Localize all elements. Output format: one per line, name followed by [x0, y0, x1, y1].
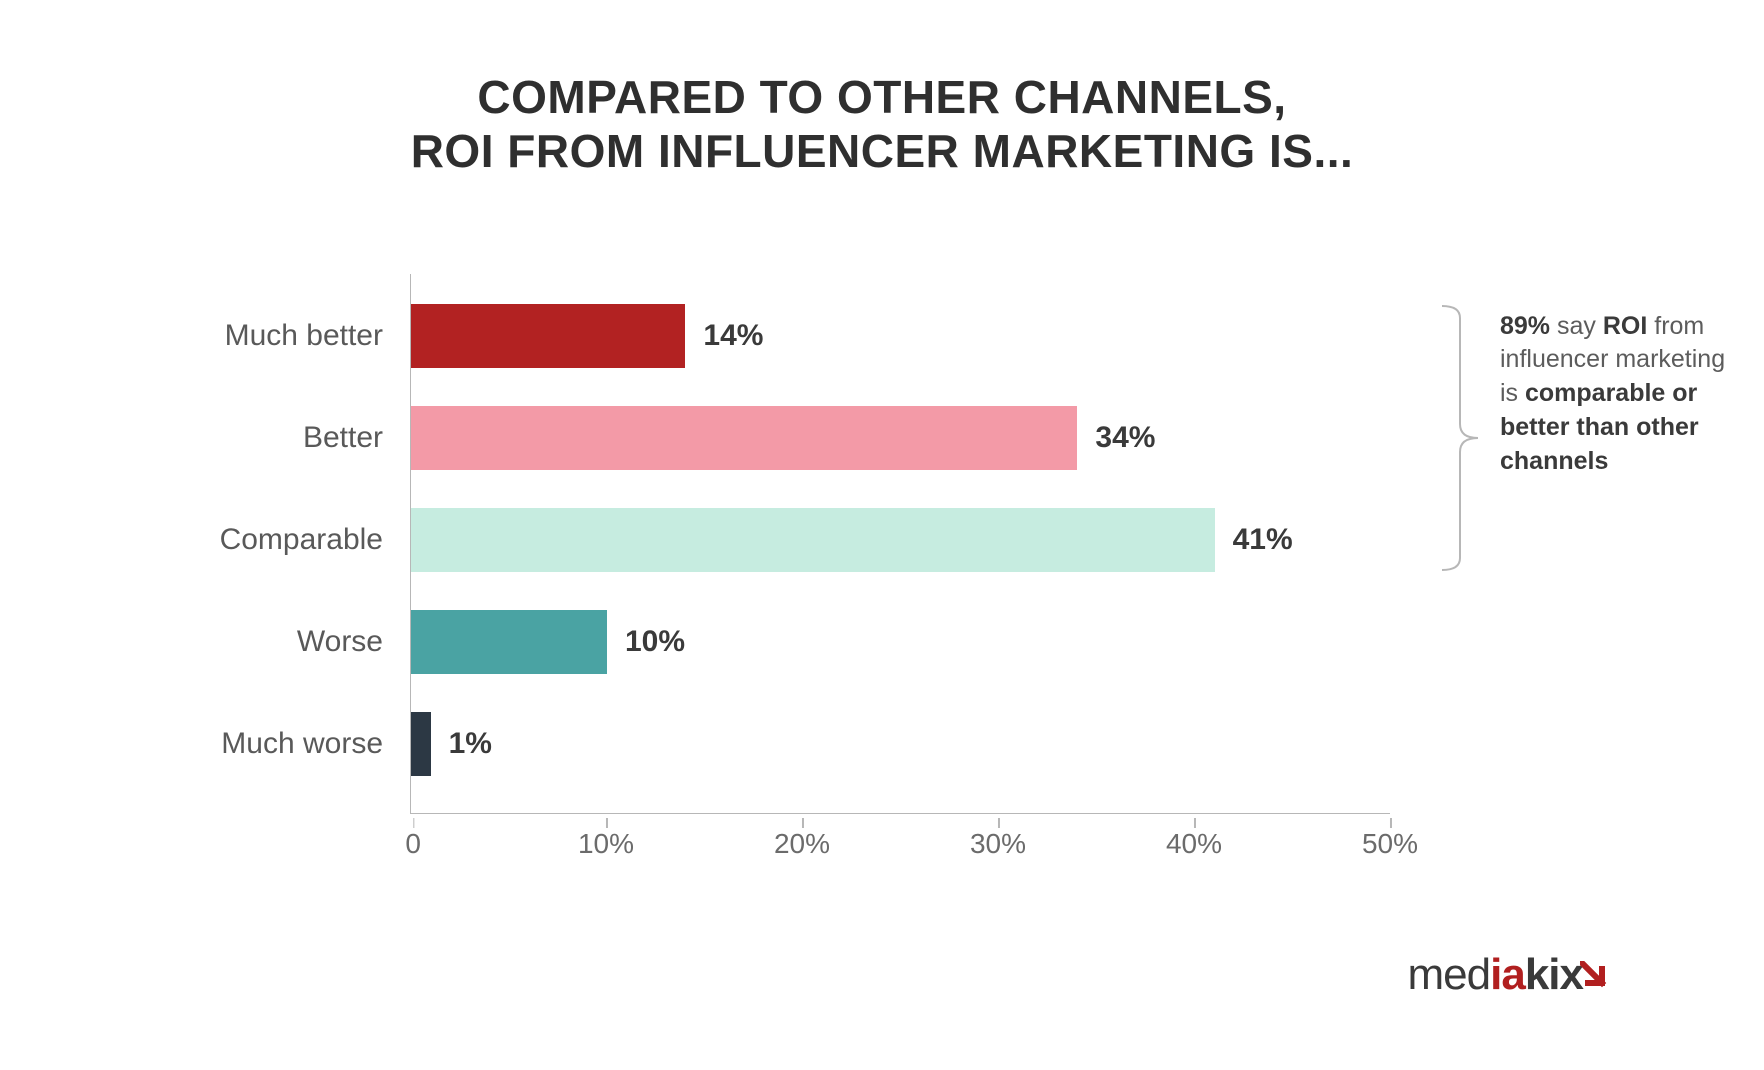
- logo-part-3: kix: [1525, 950, 1583, 1000]
- x-axis-ticks: 010%20%30%40%50%: [410, 814, 1390, 864]
- bar-row: Comparable41%: [411, 508, 1390, 572]
- category-label: Comparable: [220, 523, 411, 557]
- category-label: Much better: [225, 319, 411, 353]
- category-label: Much worse: [221, 727, 411, 761]
- logo-part-2: ia: [1490, 950, 1525, 1000]
- category-label: Worse: [297, 625, 411, 659]
- logo-arrow-icon: [1580, 961, 1614, 995]
- category-label: Better: [303, 421, 411, 455]
- bracket-icon: [1440, 304, 1480, 572]
- value-label: 34%: [1095, 421, 1155, 455]
- x-tick: 50%: [1362, 828, 1418, 860]
- bar-row: Much worse1%: [411, 712, 1390, 776]
- bar-row: Better34%: [411, 406, 1390, 470]
- annotation-percent: 89%: [1500, 312, 1550, 340]
- bar: [411, 304, 685, 368]
- x-tick: 30%: [970, 828, 1026, 860]
- plot-area: Much better14% Better34% Comparable41% Wors…: [410, 274, 1390, 814]
- bar: [411, 610, 607, 674]
- logo-part-1: med: [1408, 950, 1491, 1000]
- title-line-2: ROI FROM INFLUENCER MARKETING IS...: [110, 124, 1654, 178]
- chart-title: COMPARED TO OTHER CHANNELS, ROI FROM INF…: [110, 70, 1654, 179]
- bar: [411, 508, 1215, 572]
- chart-wrap: Much better14%Better34%Comparable41%Wors…: [230, 274, 1550, 864]
- bar-row: Worse10%: [411, 610, 1390, 674]
- x-tick: 20%: [774, 828, 830, 860]
- title-line-1: COMPARED TO OTHER CHANNELS,: [110, 70, 1654, 124]
- bar: [411, 406, 1077, 470]
- value-label: 10%: [625, 625, 685, 659]
- bar-row: Much better14%: [411, 304, 1390, 368]
- bar: [411, 712, 431, 776]
- mediakix-logo: mediakix: [1408, 950, 1614, 1000]
- value-label: 41%: [1233, 523, 1293, 557]
- x-tick: 10%: [578, 828, 634, 860]
- chart-container: COMPARED TO OTHER CHANNELS, ROI FROM INF…: [0, 0, 1764, 1070]
- annotation-text: 89% say ROI from influencer marketing is…: [1500, 310, 1730, 479]
- x-tick: 0: [405, 828, 421, 860]
- value-label: 1%: [449, 727, 492, 761]
- value-label: 14%: [703, 319, 763, 353]
- x-tick: 40%: [1166, 828, 1222, 860]
